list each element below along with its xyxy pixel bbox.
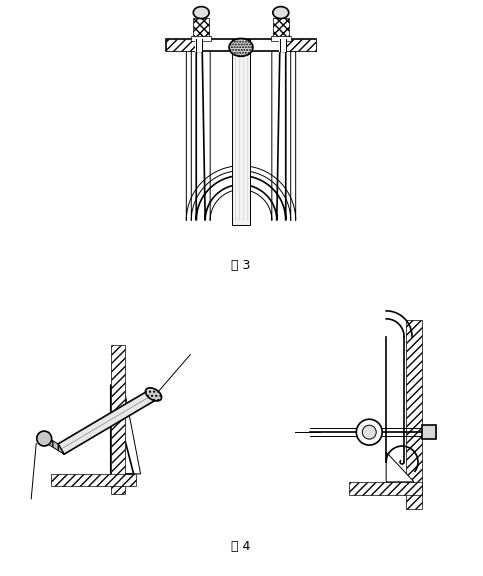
Bar: [286, 39, 315, 51]
Polygon shape: [386, 452, 414, 482]
Polygon shape: [41, 433, 64, 454]
Ellipse shape: [37, 431, 52, 446]
Bar: [191, 36, 211, 41]
Circle shape: [356, 419, 382, 445]
Bar: [167, 39, 315, 51]
Bar: [271, 36, 291, 41]
Bar: [279, 39, 287, 52]
Ellipse shape: [273, 7, 289, 18]
Text: 图 4: 图 4: [231, 540, 251, 553]
Polygon shape: [58, 389, 156, 454]
Bar: [349, 482, 422, 495]
Bar: [193, 17, 209, 39]
Bar: [195, 39, 203, 52]
Ellipse shape: [229, 39, 253, 56]
Bar: [422, 425, 436, 439]
Ellipse shape: [193, 7, 209, 18]
Bar: [273, 17, 289, 39]
Text: 图 3: 图 3: [231, 259, 251, 272]
Polygon shape: [111, 384, 134, 474]
Ellipse shape: [145, 388, 162, 401]
Circle shape: [362, 425, 376, 439]
Bar: [167, 39, 196, 51]
Bar: [111, 344, 125, 494]
Polygon shape: [196, 51, 286, 221]
Bar: [51, 474, 136, 486]
Bar: [406, 320, 422, 509]
Bar: [232, 39, 250, 225]
